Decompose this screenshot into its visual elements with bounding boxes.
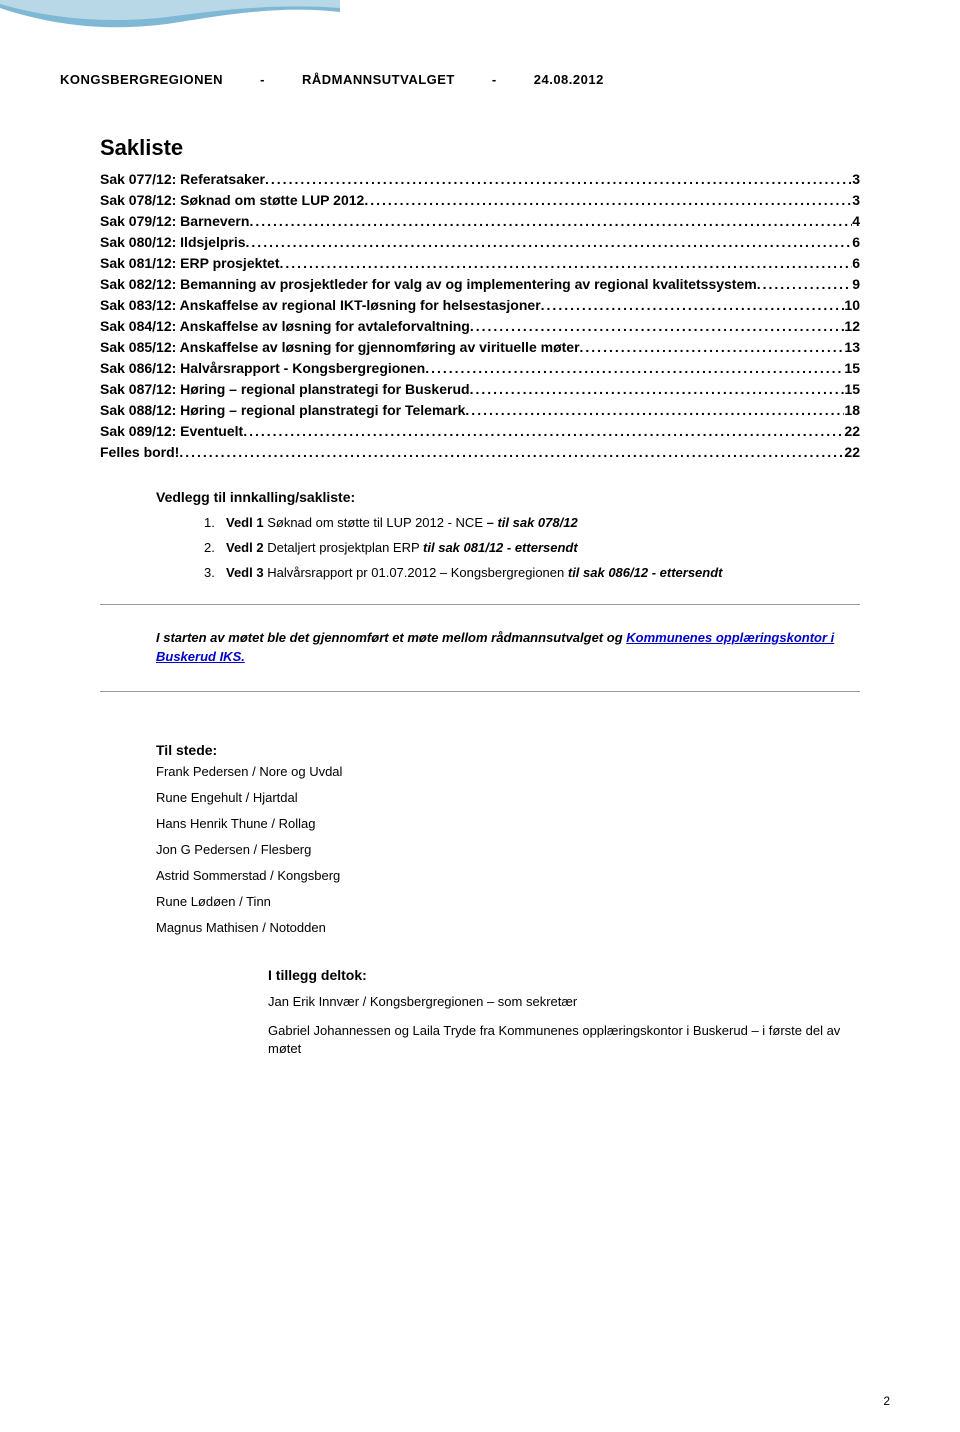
toc-page: 15 (844, 379, 860, 400)
vedlegg-number: 1. (204, 515, 226, 530)
divider-2 (100, 691, 860, 692)
toc-dots (265, 169, 852, 190)
toc-page: 22 (844, 442, 860, 463)
toc-label: Sak 088/12: Høring – regional planstrate… (100, 400, 465, 421)
tillegg-heading: I tillegg deltok: (268, 967, 860, 983)
toc-label: Sak 079/12: Barnevern (100, 211, 249, 232)
attendee: Frank Pedersen / Nore og Uvdal (156, 764, 860, 779)
toc-label: Felles bord! (100, 442, 179, 463)
toc-page: 3 (852, 169, 860, 190)
table-of-contents: Sak 077/12: Referatsaker3Sak 078/12: Søk… (100, 169, 860, 463)
vedlegg-item: 3.Vedl 3 Halvårsrapport pr 01.07.2012 – … (204, 565, 860, 580)
toc-label: Sak 080/12: Ildsjelpris (100, 232, 246, 253)
toc-label: Sak 078/12: Søknad om støtte LUP 2012 (100, 190, 364, 211)
toc-label: Sak 081/12: ERP prosjektet (100, 253, 280, 274)
toc-label: Sak 082/12: Bemanning av prosjektleder f… (100, 274, 757, 295)
toc-dots (580, 337, 845, 358)
header-sep-1: - (260, 72, 265, 87)
vedlegg-text: Vedl 3 Halvårsrapport pr 01.07.2012 – Ko… (226, 565, 723, 580)
toc-dots (470, 316, 845, 337)
toc-dots (757, 274, 853, 295)
header-sep-2: - (492, 72, 497, 87)
document-header: KONGSBERGREGIONEN - RÅDMANNSUTVALGET - 2… (60, 72, 900, 87)
toc-row: Sak 083/12: Anskaffelse av regional IKT-… (100, 295, 860, 316)
vedlegg-list: 1.Vedl 1 Søknad om støtte til LUP 2012 -… (204, 515, 860, 580)
vedlegg-number: 2. (204, 540, 226, 555)
toc-row: Sak 087/12: Høring – regional planstrate… (100, 379, 860, 400)
toc-page: 3 (852, 190, 860, 211)
sakliste-heading: Sakliste (100, 135, 860, 161)
toc-row: Sak 084/12: Anskaffelse av løsning for a… (100, 316, 860, 337)
vedlegg-number: 3. (204, 565, 226, 580)
toc-dots (280, 253, 853, 274)
toc-page: 15 (844, 358, 860, 379)
page-number: 2 (883, 1394, 890, 1408)
toc-row: Sak 089/12: Eventuelt 22 (100, 421, 860, 442)
toc-dots (243, 421, 844, 442)
toc-dots (425, 358, 844, 379)
additional-attendee: Jan Erik Innvær / Kongsbergregionen – so… (268, 993, 860, 1012)
header-region: KONGSBERGREGIONEN (60, 72, 223, 87)
toc-page: 6 (852, 232, 860, 253)
toc-page: 9 (852, 274, 860, 295)
divider-1 (100, 604, 860, 605)
toc-page: 6 (852, 253, 860, 274)
toc-page: 10 (844, 295, 860, 316)
toc-page: 4 (852, 211, 860, 232)
header-committee: RÅDMANNSUTVALGET (302, 72, 455, 87)
vedlegg-item: 2.Vedl 2 Detaljert prosjektplan ERP til … (204, 540, 860, 555)
toc-row: Sak 079/12: Barnevern 4 (100, 211, 860, 232)
toc-row: Sak 085/12: Anskaffelse av løsning for g… (100, 337, 860, 358)
toc-dots (470, 379, 845, 400)
toc-row: Sak 077/12: Referatsaker 3 (100, 169, 860, 190)
toc-dots (179, 442, 844, 463)
toc-label: Sak 086/12: Halvårsrapport - Kongsbergre… (100, 358, 425, 379)
attendee: Jon G Pedersen / Flesberg (156, 842, 860, 857)
toc-page: 12 (844, 316, 860, 337)
additional-attendee: Gabriel Johannessen og Laila Tryde fra K… (268, 1022, 860, 1060)
attendee: Rune Lødøen / Tinn (156, 894, 860, 909)
attendee-list: Frank Pedersen / Nore og Uvdal Rune Engeh… (156, 764, 860, 935)
tilstede-heading: Til stede: (156, 742, 860, 758)
toc-dots (246, 232, 853, 253)
vedlegg-heading: Vedlegg til innkalling/sakliste: (156, 489, 860, 505)
attendee: Magnus Mathisen / Notodden (156, 920, 860, 935)
toc-label: Sak 085/12: Anskaffelse av løsning for g… (100, 337, 580, 358)
attendee: Hans Henrik Thune / Rollag (156, 816, 860, 831)
toc-row: Sak 082/12: Bemanning av prosjektleder f… (100, 274, 860, 295)
toc-dots (364, 190, 852, 211)
attendee: Rune Engehult / Hjartdal (156, 790, 860, 805)
toc-label: Sak 077/12: Referatsaker (100, 169, 265, 190)
toc-page: 22 (844, 421, 860, 442)
toc-row: Sak 081/12: ERP prosjektet 6 (100, 253, 860, 274)
header-wave-graphic (0, 0, 340, 45)
toc-dots (465, 400, 844, 421)
toc-row: Felles bord! 22 (100, 442, 860, 463)
toc-row: Sak 078/12: Søknad om støtte LUP 2012 3 (100, 190, 860, 211)
vedlegg-text: Vedl 1 Søknad om støtte til LUP 2012 - N… (226, 515, 578, 530)
toc-label: Sak 083/12: Anskaffelse av regional IKT-… (100, 295, 541, 316)
toc-label: Sak 084/12: Anskaffelse av løsning for a… (100, 316, 470, 337)
attendee: Astrid Sommerstad / Kongsberg (156, 868, 860, 883)
toc-row: Sak 088/12: Høring – regional planstrate… (100, 400, 860, 421)
additional-attendee-list: Jan Erik Innvær / Kongsbergregionen – so… (268, 993, 860, 1060)
toc-dots (249, 211, 852, 232)
note-prefix: I starten av møtet ble det gjennomført e… (156, 630, 626, 645)
toc-label: Sak 087/12: Høring – regional planstrate… (100, 379, 470, 400)
vedlegg-item: 1.Vedl 1 Søknad om støtte til LUP 2012 -… (204, 515, 860, 530)
header-date: 24.08.2012 (534, 72, 604, 87)
toc-page: 13 (844, 337, 860, 358)
toc-label: Sak 089/12: Eventuelt (100, 421, 243, 442)
toc-row: Sak 080/12: Ildsjelpris 6 (100, 232, 860, 253)
toc-dots (541, 295, 845, 316)
vedlegg-text: Vedl 2 Detaljert prosjektplan ERP til sa… (226, 540, 578, 555)
meeting-note: I starten av møtet ble det gjennomført e… (156, 629, 860, 667)
toc-row: Sak 086/12: Halvårsrapport - Kongsbergre… (100, 358, 860, 379)
toc-page: 18 (844, 400, 860, 421)
